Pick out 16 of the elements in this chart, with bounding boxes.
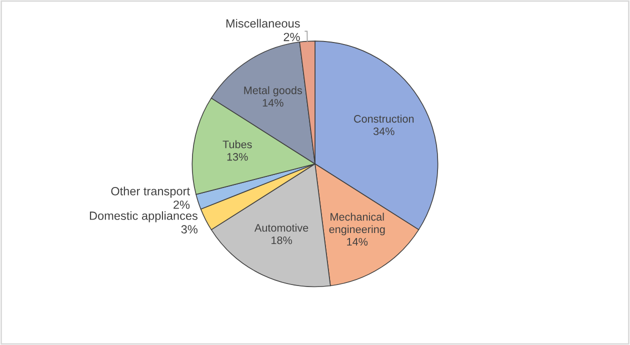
- slice-label: Other transport: [111, 186, 190, 198]
- data-label: 18%: [272, 236, 292, 244]
- slice-label: Metal goods: [244, 86, 302, 96]
- slice-label: Mechanical engineering: [329, 212, 385, 236]
- data-label: 2%: [174, 200, 190, 209]
- slice-label: Tubes: [222, 140, 252, 148]
- data-label: 2%: [284, 32, 300, 42]
- data-label: 14%: [347, 238, 368, 246]
- slice-label: Miscellaneous: [226, 18, 300, 28]
- slice-label: Domestic appliances: [90, 211, 198, 222]
- data-label: 3%: [181, 225, 198, 234]
- data-label: 34%: [373, 127, 394, 136]
- slice-label: Automotive: [254, 224, 308, 232]
- data-label: 13%: [227, 153, 248, 161]
- data-label: 14%: [262, 99, 284, 107]
- slice-label: Construction: [354, 114, 414, 123]
